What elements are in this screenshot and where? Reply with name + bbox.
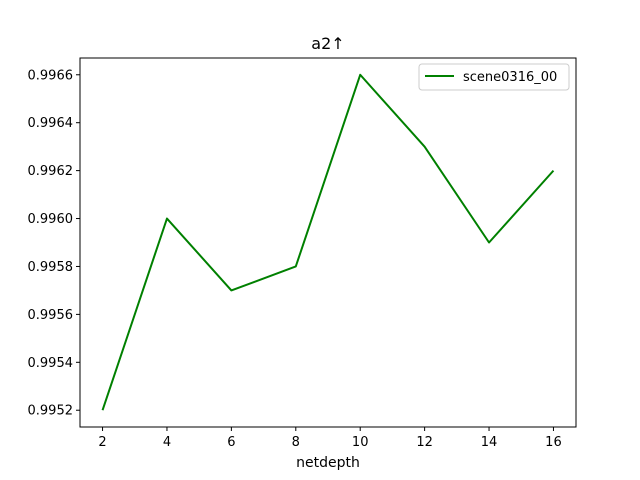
x-axis-ticks: 2 4 6 8 10 12 14 16 — [98, 427, 562, 450]
x-tick-label: 4 — [163, 435, 171, 450]
y-tick-label: 0.9954 — [28, 356, 74, 371]
series-layer — [101, 73, 555, 411]
axes — [79, 57, 577, 428]
y-axis-ticks: 0.9952 0.9954 0.9956 0.9958 0.9960 0.9962 0.99… — [28, 68, 80, 419]
plot-frame — [79, 57, 577, 428]
y-tick-label: 0.9956 — [28, 308, 74, 323]
x-tick-label: 16 — [545, 435, 562, 450]
y-tick-label: 0.9962 — [28, 164, 74, 179]
chart-title: a2↑ — [311, 34, 344, 53]
x-tick-label: 14 — [481, 435, 498, 450]
y-tick-label: 0.9960 — [28, 212, 74, 227]
x-tick-label: 10 — [352, 435, 369, 450]
y-tick-label: 0.9964 — [28, 116, 74, 131]
y-tick-label: 0.9958 — [28, 260, 74, 275]
legend: scene0316_00 — [418, 63, 570, 91]
x-axis-label: netdepth — [296, 455, 360, 471]
legend-label: scene0316_00 — [463, 70, 557, 85]
legend-box — [418, 63, 570, 91]
series-line — [101, 73, 555, 411]
y-tick-label: 0.9952 — [28, 404, 74, 419]
x-tick-label: 8 — [292, 435, 300, 450]
x-tick-label: 2 — [98, 435, 106, 450]
x-tick-label: 6 — [227, 435, 235, 450]
y-tick-label: 0.9966 — [28, 68, 74, 83]
x-tick-label: 12 — [416, 435, 433, 450]
